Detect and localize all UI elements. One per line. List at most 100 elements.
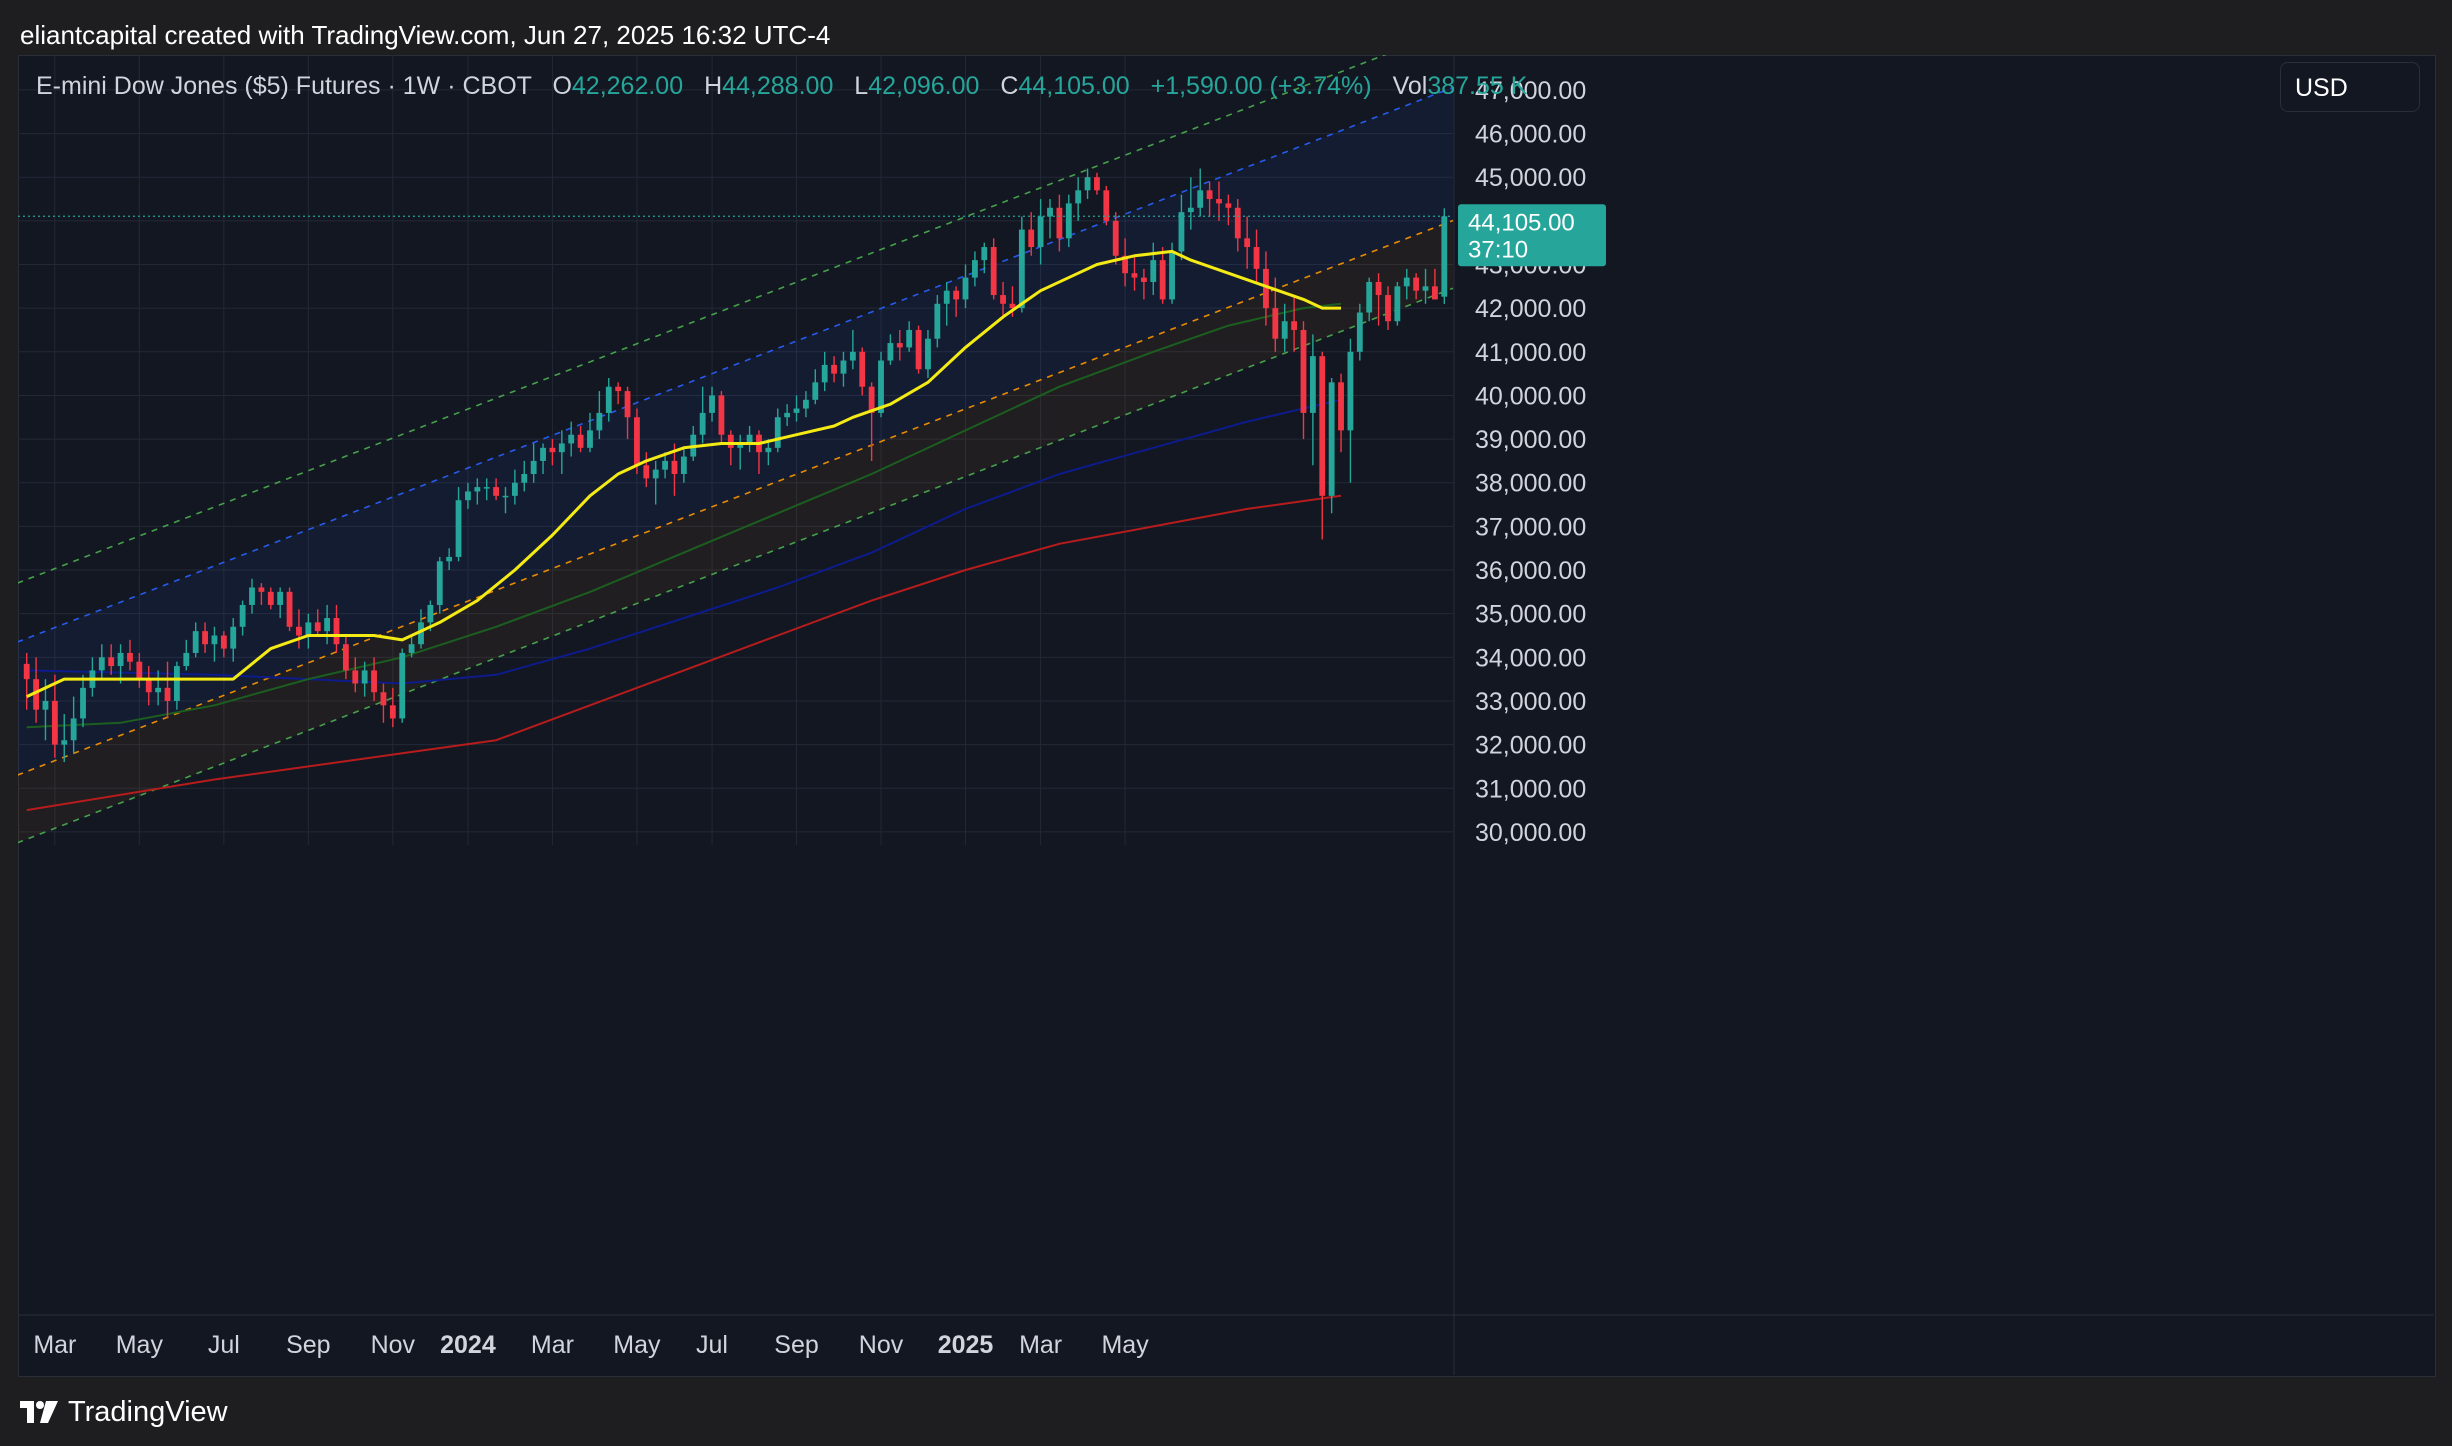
candle bbox=[465, 482, 471, 509]
regression-channel-line-0 bbox=[18, 55, 1387, 584]
candle-body bbox=[1394, 286, 1401, 322]
candle-body bbox=[1385, 295, 1391, 322]
candle-body bbox=[352, 670, 359, 684]
candle bbox=[831, 356, 837, 383]
candle-body bbox=[971, 260, 978, 278]
candle-body bbox=[296, 626, 302, 636]
candle-body bbox=[521, 474, 528, 483]
candle bbox=[342, 635, 349, 680]
candle-body bbox=[361, 670, 368, 684]
candle-body bbox=[1328, 382, 1335, 496]
high-value: 44,288.00 bbox=[722, 72, 834, 100]
candle-body bbox=[943, 290, 950, 304]
candle bbox=[80, 674, 86, 728]
chart-panel[interactable] bbox=[18, 55, 2436, 1377]
candle-body bbox=[1000, 295, 1006, 304]
candle-body bbox=[906, 329, 913, 348]
candle bbox=[896, 329, 903, 361]
volume-value: 387.55 K bbox=[1427, 72, 1528, 100]
candle-body bbox=[887, 343, 894, 361]
candle-body bbox=[1112, 220, 1119, 256]
footer-branding[interactable]: TradingView bbox=[20, 1392, 228, 1432]
candle-body bbox=[1056, 207, 1063, 239]
x-tick-label: Nov bbox=[371, 1331, 416, 1359]
price-chart[interactable]: 30,000.00 31,000.00 32,000.00 33,000.00 34,0… bbox=[18, 55, 2434, 1375]
tradingview-logo-icon bbox=[20, 1401, 58, 1423]
candle-body bbox=[709, 395, 715, 413]
candle-body bbox=[1347, 351, 1354, 431]
candle bbox=[793, 395, 800, 422]
candle bbox=[1187, 177, 1194, 230]
open-label: O bbox=[552, 72, 572, 100]
ma-line-red bbox=[26, 494, 1342, 812]
candle-body bbox=[1216, 199, 1222, 204]
x-tick-label: May bbox=[613, 1331, 661, 1359]
candle-body bbox=[164, 687, 171, 701]
candle-body bbox=[634, 417, 640, 466]
candle-body bbox=[1441, 216, 1448, 297]
candle-body bbox=[1094, 177, 1100, 191]
x-tick-label: 2025 bbox=[938, 1331, 994, 1359]
candle-body bbox=[305, 622, 312, 636]
candle bbox=[521, 460, 528, 492]
candle bbox=[906, 321, 913, 352]
candle-body bbox=[277, 591, 284, 605]
symbol-legend: E-mini Dow Jones ($5) Futures · 1W · CBO… bbox=[36, 72, 1527, 101]
candle bbox=[1140, 268, 1147, 300]
candle bbox=[220, 631, 227, 658]
candle bbox=[1075, 177, 1082, 221]
candle bbox=[455, 487, 462, 562]
candle bbox=[915, 325, 922, 374]
candle bbox=[1216, 181, 1222, 221]
candle bbox=[849, 329, 856, 370]
x-tick-label: Mar bbox=[33, 1331, 76, 1359]
symbol-title[interactable]: E-mini Dow Jones ($5) Futures · 1W · CBO… bbox=[36, 72, 532, 100]
high-label: H bbox=[704, 72, 723, 100]
candle-body bbox=[70, 718, 77, 741]
candle bbox=[1328, 377, 1335, 514]
candle bbox=[718, 391, 725, 444]
candle bbox=[1253, 229, 1260, 282]
candle bbox=[305, 613, 312, 649]
candle-body bbox=[502, 495, 509, 498]
candle-body bbox=[371, 670, 377, 693]
last-price-badge bbox=[1458, 204, 1606, 267]
candle bbox=[51, 674, 58, 758]
candle bbox=[934, 295, 941, 348]
candle bbox=[1338, 373, 1344, 453]
candle bbox=[568, 421, 575, 457]
candle bbox=[943, 281, 950, 326]
candle-body bbox=[51, 700, 58, 745]
candle-body bbox=[61, 740, 68, 745]
candle bbox=[1056, 194, 1063, 252]
candle-body bbox=[643, 465, 650, 479]
candle bbox=[812, 369, 819, 405]
candle-body bbox=[915, 329, 922, 370]
candle-body bbox=[239, 604, 246, 627]
candle-body bbox=[1375, 281, 1382, 296]
candle-body bbox=[1309, 356, 1316, 413]
candle bbox=[1309, 334, 1316, 466]
candle-body bbox=[33, 679, 39, 710]
candle-body bbox=[558, 443, 565, 453]
candle-body bbox=[1225, 203, 1232, 208]
y-tick-label: 31,000.00 bbox=[1475, 775, 1586, 803]
candle bbox=[596, 391, 603, 440]
candle bbox=[446, 548, 453, 571]
candle bbox=[399, 648, 406, 723]
candle bbox=[33, 657, 39, 723]
candle-body bbox=[399, 652, 406, 719]
change-value: +1,590.00 (+3.74%) bbox=[1150, 72, 1372, 100]
candle bbox=[239, 600, 246, 636]
candle-body bbox=[483, 487, 490, 489]
candle bbox=[333, 604, 340, 653]
candle bbox=[784, 404, 791, 426]
candle-body bbox=[1366, 281, 1373, 313]
candle-body bbox=[1047, 207, 1053, 217]
candle-body bbox=[117, 652, 124, 667]
currency-button[interactable]: USD bbox=[2280, 62, 2420, 112]
candle-body bbox=[314, 622, 321, 632]
candle-body bbox=[286, 591, 293, 627]
candle bbox=[1319, 351, 1326, 540]
y-tick-label: 34,000.00 bbox=[1475, 644, 1586, 672]
